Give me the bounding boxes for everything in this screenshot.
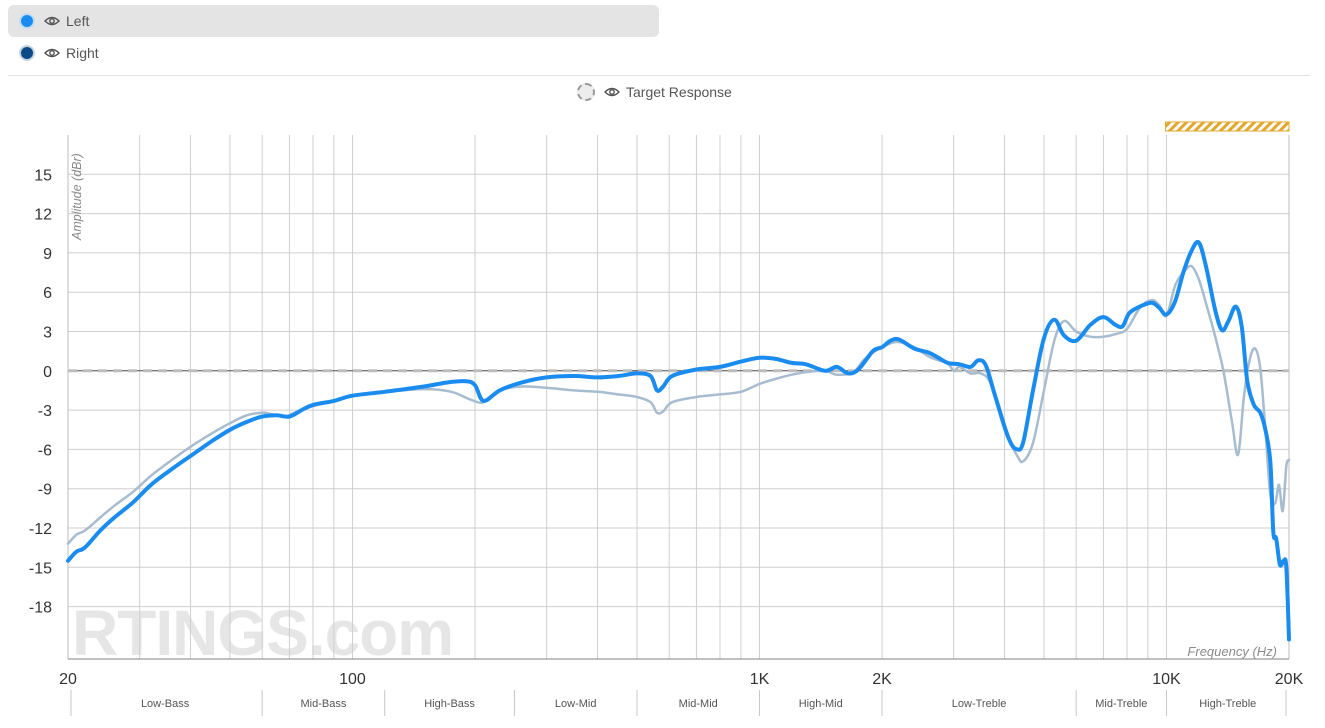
series-line-left: [66, 239, 1291, 642]
y-tick-label: -6: [38, 442, 52, 459]
y-tick-label: 15: [34, 167, 52, 184]
y-tick-label: -18: [29, 600, 52, 617]
left-color-swatch: [19, 13, 35, 29]
grid: [67, 135, 1290, 659]
y-tick-label: 3: [43, 325, 52, 342]
legend-item-left[interactable]: Left: [8, 5, 659, 37]
band-label: High-Mid: [799, 698, 843, 710]
x-tick-label: 2K: [872, 671, 892, 688]
y-tick-label: 6: [43, 285, 52, 302]
band-label: Low-Mid: [555, 698, 597, 710]
band-label: Mid-Mid: [679, 698, 718, 710]
frequency-bands: Low-Bass Mid-Bass High-Bass Low-Mid Mid-Mid H…: [70, 690, 1287, 716]
legend-label-right: Right: [66, 45, 99, 61]
x-tick-label: 20: [59, 671, 77, 688]
y-axis-title: Amplitude (dBr): [70, 153, 84, 241]
series-line-right: [66, 264, 1291, 545]
y-tick-label: 0: [43, 364, 52, 381]
eye-icon[interactable]: [44, 13, 60, 29]
band-label: Low-Bass: [141, 698, 190, 710]
y-tick-label: 12: [34, 207, 52, 224]
x-tick-label: 100: [339, 671, 366, 688]
y-tick-label: -12: [29, 521, 52, 538]
watermark: RTINGS.com: [72, 597, 453, 669]
treble-highlight-band: [1164, 121, 1290, 132]
x-tick-label: 10K: [1152, 671, 1181, 688]
y-tick-label: -15: [29, 560, 52, 577]
band-label: Low-Treble: [952, 698, 1007, 710]
legend-label-target-response: Target Response: [626, 84, 732, 100]
band-label: High-Bass: [424, 698, 475, 710]
legend-item-target-response[interactable]: Target Response: [577, 82, 732, 102]
legend-label-left: Left: [66, 13, 90, 29]
eye-icon[interactable]: [604, 84, 620, 100]
target-response-swatch: [577, 83, 595, 101]
x-axis-title: Frequency (Hz): [1187, 644, 1277, 659]
y-tick-label: -3: [38, 403, 52, 420]
legend-item-right[interactable]: Right: [8, 37, 659, 69]
eye-icon[interactable]: [44, 45, 60, 61]
band-label: Mid-Bass: [301, 698, 347, 710]
y-tick-label: 9: [43, 246, 52, 263]
legend-divider: [8, 75, 1310, 76]
y-tick-label: -9: [38, 482, 52, 499]
x-tick-label: 20K: [1275, 671, 1304, 688]
right-color-swatch: [19, 45, 35, 61]
x-tick-label: 1K: [750, 671, 770, 688]
band-label: Mid-Treble: [1095, 698, 1147, 710]
band-label: High-Treble: [1199, 698, 1256, 710]
